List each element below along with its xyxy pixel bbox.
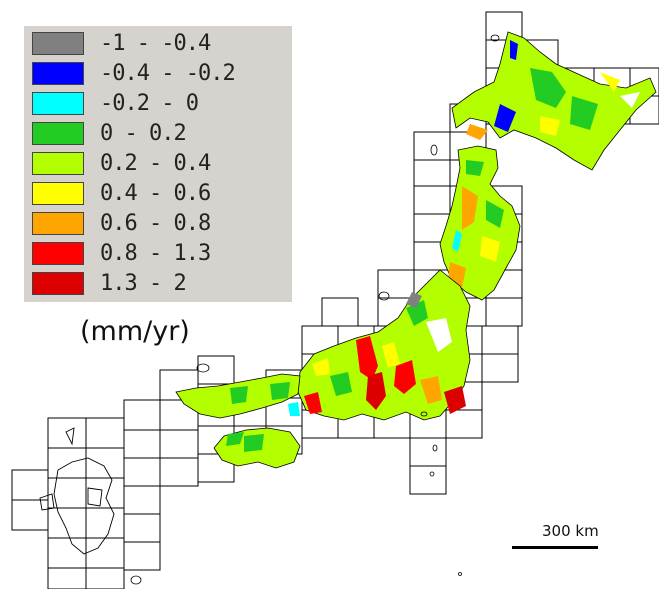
legend-swatch [32, 272, 84, 295]
legend-label: 0.4 - 0.6 [100, 180, 211, 206]
kyushu [39, 427, 115, 555]
legend-label: 0.2 - 0.4 [100, 150, 211, 176]
scale-label: 300 km [542, 522, 599, 540]
legend-item: 0 - 0.2 [32, 120, 187, 147]
legend-item: 0.4 - 0.6 [32, 180, 211, 207]
legend-label: -1 - -0.4 [100, 30, 211, 56]
legend-label: 0.8 - 1.3 [100, 240, 211, 266]
legend-swatch [32, 122, 84, 145]
legend-item: 1.3 - 2 [32, 270, 187, 297]
legend-swatch [32, 212, 84, 235]
tohoku [439, 145, 521, 301]
legend-label: 1.3 - 2 [100, 270, 187, 296]
unit-label: (mm/yr) [80, 316, 190, 347]
legend-swatch [32, 152, 84, 175]
legend-label: -0.4 - -0.2 [100, 60, 236, 86]
legend: -1 - -0.4 -0.4 - -0.2 -0.2 - 0 0 - 0.2 0… [24, 26, 292, 302]
central-honshu [297, 269, 471, 421]
hokkaido [451, 31, 657, 171]
islands [130, 34, 500, 585]
shikoku [213, 427, 301, 469]
legend-item: 0.2 - 0.4 [32, 150, 211, 177]
legend-item: -0.2 - 0 [32, 90, 199, 117]
legend-swatch [32, 92, 84, 115]
legend-swatch [32, 182, 84, 205]
legend-swatch [32, 32, 84, 55]
legend-item: -1 - -0.4 [32, 30, 211, 57]
legend-swatch [32, 62, 84, 85]
legend-label: -0.2 - 0 [100, 90, 199, 116]
legend-label: 0.6 - 0.8 [100, 210, 211, 236]
legend-label: 0 - 0.2 [100, 120, 187, 146]
scale-bar: 300 km [512, 522, 599, 556]
scale-line [512, 546, 598, 549]
legend-item: 0.8 - 1.3 [32, 240, 211, 267]
legend-swatch [32, 242, 84, 265]
west-honshu [175, 373, 301, 419]
legend-item: 0.6 - 0.8 [32, 210, 211, 237]
legend-item: -0.4 - -0.2 [32, 60, 236, 87]
